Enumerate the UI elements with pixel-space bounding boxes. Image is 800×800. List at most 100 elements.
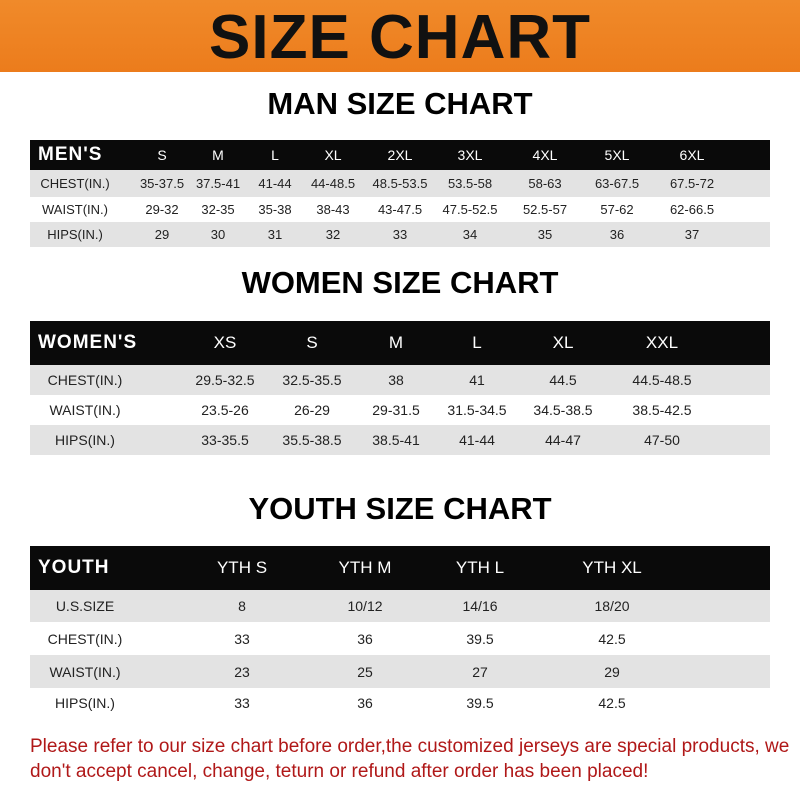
- table-cell: 58-63: [528, 176, 562, 191]
- size-header: YTH S: [216, 558, 268, 577]
- table-cell: 67.5-72: [669, 176, 715, 191]
- table-cell: 37: [684, 227, 700, 242]
- header-label: YOUTH: [38, 557, 110, 578]
- table-row: CHEST(IN.) 29.5-32.5 32.5-35.5 38 41 44.5 44.5…: [30, 365, 770, 395]
- row-label: HIPS(IN.): [55, 432, 115, 448]
- table-cell: 34.5-38.5: [533, 402, 593, 418]
- table-cell: 29: [154, 227, 170, 242]
- table-cell: 30: [210, 227, 226, 242]
- size-header: YTH L: [455, 558, 505, 577]
- table-cell: 29-32: [145, 202, 179, 217]
- table-row: WAIST(IN.) 23.5-26 26-29 29-31.5 31.5-34.5 34…: [30, 395, 770, 425]
- table-cell: 38.5-42.5: [632, 402, 692, 418]
- table-cell: 23.5-26: [201, 402, 249, 418]
- table-cell: 42.5: [598, 630, 626, 647]
- row-label: WAIST(IN.): [49, 402, 121, 418]
- table-cell: 36: [357, 630, 373, 647]
- men-header-row: MEN'S S M L XL 2XL 3XL 4XL 5XL 6XL: [30, 140, 770, 170]
- table-cell: 31.5-34.5: [447, 402, 507, 418]
- table-cell: 27: [472, 663, 488, 680]
- row-label: U.S.SIZE: [55, 598, 115, 614]
- table-cell: 39.5: [466, 695, 494, 711]
- row-label: WAIST(IN.): [42, 202, 108, 217]
- table-cell: 38-43: [316, 202, 350, 217]
- table-cell: 29.5-32.5: [195, 372, 255, 388]
- table-cell: 38.5-41: [372, 432, 420, 448]
- table-cell: 29: [604, 663, 620, 680]
- table-row: HIPS(IN.) 33-35.5 35.5-38.5 38.5-41 41-44 44-…: [30, 425, 770, 455]
- order-notice: Please refer to our size chart before or…: [30, 736, 790, 782]
- size-header: S: [157, 147, 167, 163]
- women-header-row: WOMEN'S XS S M L XL XXL: [30, 321, 770, 365]
- table-row: CHEST(IN.) 33 36 39.5 42.5: [30, 622, 770, 655]
- size-header: 6XL: [679, 147, 705, 163]
- table-cell: 44.5: [549, 372, 577, 388]
- row-label: CHEST(IN.): [40, 176, 110, 191]
- size-header: 3XL: [457, 147, 483, 163]
- table-row: CHEST(IN.) 35-37.5 37.5-41 41-44 44-48.5 48.5…: [30, 170, 770, 197]
- table-row: HIPS(IN.) 33 36 39.5 42.5: [30, 688, 770, 718]
- table-cell: 43-47.5: [377, 202, 423, 217]
- table-cell: 44-47: [545, 432, 581, 448]
- table-cell: 39.5: [466, 630, 494, 647]
- table-cell: 31: [267, 227, 283, 242]
- row-label: HIPS(IN.): [55, 695, 115, 711]
- header-label: WOMEN'S: [38, 332, 138, 353]
- table-row: WAIST(IN.) 29-32 32-35 35-38 38-43 43-47.5 47.…: [30, 197, 770, 222]
- women-section-title: WOMEN SIZE CHART: [241, 265, 559, 300]
- size-header: XXL: [645, 333, 679, 352]
- table-cell: 8: [238, 598, 246, 614]
- table-cell: 41-44: [459, 432, 495, 448]
- banner-title: SIZE CHART: [209, 3, 591, 72]
- table-cell: 35: [537, 227, 553, 242]
- row-label: CHEST(IN.): [47, 372, 123, 388]
- table-cell: 47-50: [644, 432, 680, 448]
- youth-header-row: YOUTH YTH S YTH M YTH L YTH XL: [30, 546, 770, 590]
- table-cell: 33: [392, 227, 408, 242]
- table-cell: 41: [469, 372, 485, 388]
- table-cell: 53.5-58: [447, 176, 493, 191]
- table-cell: 36: [357, 695, 373, 711]
- size-header: XS: [213, 333, 237, 352]
- table-row: WAIST(IN.) 23 25 27 29: [30, 655, 770, 688]
- size-header: L: [472, 333, 482, 352]
- table-cell: 18/20: [594, 598, 630, 614]
- size-header: YTH M: [338, 558, 392, 577]
- table-cell: 63-67.5: [594, 176, 640, 191]
- table-cell: 44.5-48.5: [632, 372, 692, 388]
- table-row: HIPS(IN.) 29 30 31 32 33 34 35 36 37: [30, 222, 770, 247]
- table-cell: 26-29: [294, 402, 330, 418]
- table-cell: 57-62: [600, 202, 634, 217]
- table-cell: 14/16: [462, 598, 498, 614]
- table-cell: 48.5-53.5: [372, 176, 428, 191]
- table-cell: 38: [388, 372, 404, 388]
- size-header: 2XL: [387, 147, 413, 163]
- table-cell: 32-35: [201, 202, 235, 217]
- table-cell: 32: [325, 227, 341, 242]
- table-cell: 32.5-35.5: [282, 372, 342, 388]
- size-header: XL: [552, 333, 574, 352]
- table-cell: 33: [234, 630, 250, 647]
- men-section-title: MAN SIZE CHART: [267, 86, 533, 121]
- size-header: 4XL: [532, 147, 558, 163]
- table-cell: 35.5-38.5: [282, 432, 342, 448]
- size-header: YTH XL: [582, 558, 642, 577]
- table-cell: 42.5: [598, 695, 626, 711]
- table-row: U.S.SIZE 8 10/12 14/16 18/20: [30, 590, 770, 622]
- table-cell: 36: [609, 227, 625, 242]
- table-cell: 29-31.5: [372, 402, 420, 418]
- header-label: MEN'S: [38, 144, 103, 165]
- table-cell: 52.5-57: [522, 202, 568, 217]
- title-banner: SIZE CHART: [0, 0, 800, 72]
- youth-section-title: YOUTH SIZE CHART: [248, 491, 552, 526]
- table-cell: 62-66.5: [669, 202, 715, 217]
- size-header: M: [212, 147, 224, 163]
- size-header: S: [306, 333, 318, 352]
- table-cell: 35-37.5: [139, 176, 185, 191]
- table-cell: 41-44: [258, 176, 292, 191]
- table-cell: 44-48.5: [310, 176, 356, 191]
- table-cell: 25: [357, 663, 373, 680]
- row-label: WAIST(IN.): [49, 663, 121, 680]
- table-cell: 33: [234, 695, 250, 711]
- size-header: XL: [324, 147, 342, 163]
